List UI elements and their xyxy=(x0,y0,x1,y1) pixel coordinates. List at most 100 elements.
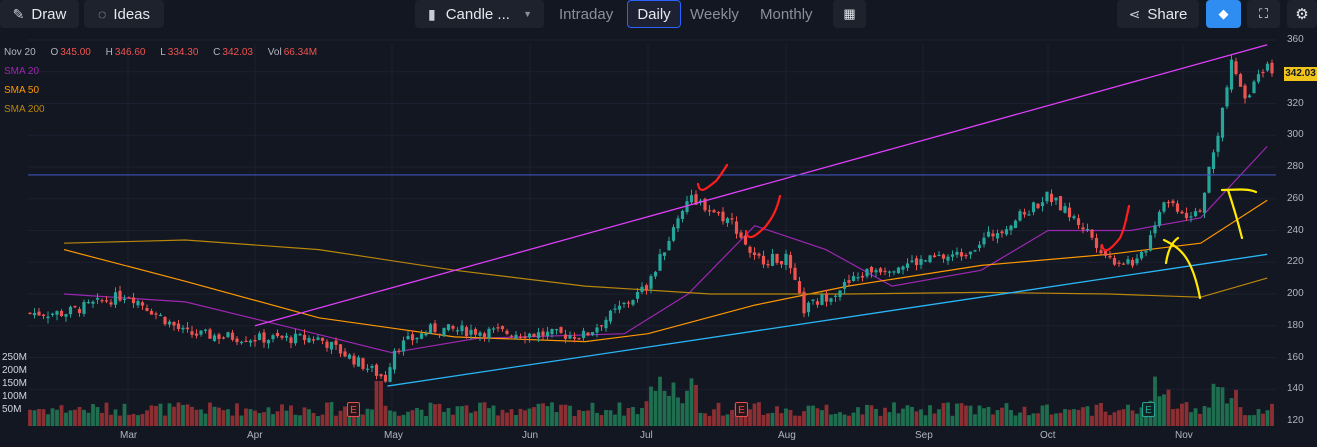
candle-body xyxy=(374,364,379,376)
tab-weekly[interactable]: Weekly xyxy=(690,5,739,23)
volume-bar xyxy=(1211,383,1216,426)
legend-date: Nov 20 xyxy=(4,47,36,58)
volume-bar xyxy=(802,411,806,426)
volume-bar xyxy=(1081,407,1085,426)
candle-body xyxy=(847,280,851,283)
volume-bar xyxy=(298,415,302,426)
volume-bar xyxy=(1238,407,1243,426)
candle-body xyxy=(590,332,595,335)
candle-body xyxy=(613,308,617,310)
price-tick-label: 280 xyxy=(1287,161,1304,172)
candle-body xyxy=(284,335,289,338)
volume-bar xyxy=(635,414,640,426)
volume-bar xyxy=(1157,396,1162,426)
candle-body xyxy=(1018,211,1022,221)
candle-body xyxy=(1054,197,1058,201)
volume-bar xyxy=(518,408,523,426)
candle-body xyxy=(217,334,221,339)
volume-bar xyxy=(419,409,424,426)
candle-body xyxy=(500,326,505,330)
candle-body xyxy=(1247,95,1252,98)
candle-body xyxy=(806,302,811,313)
volume-bar xyxy=(446,408,451,426)
candle-body xyxy=(523,336,527,339)
settings-button[interactable]: ⚙ xyxy=(1287,0,1317,28)
tab-daily[interactable]: Daily xyxy=(627,0,681,28)
volume-bar xyxy=(757,402,761,426)
earnings-badge[interactable]: E xyxy=(1142,402,1155,417)
volume-bar xyxy=(289,405,293,426)
earnings-badge[interactable]: E xyxy=(735,402,748,417)
volume-bar xyxy=(752,403,757,426)
price-tick-label: 260 xyxy=(1287,192,1304,204)
volume-bar xyxy=(1153,376,1157,426)
sma50-legend[interactable]: SMA 50 xyxy=(4,85,40,96)
candle-body xyxy=(932,255,937,258)
volume-bar xyxy=(901,408,905,426)
volume-bar xyxy=(550,402,554,426)
draw-button[interactable]: ✎ Draw xyxy=(0,0,79,28)
ideas-button[interactable]: ◌ Ideas xyxy=(84,0,164,28)
volume-bar xyxy=(100,412,104,426)
share-button[interactable]: ⋖ Share xyxy=(1117,0,1199,28)
volume-bar xyxy=(842,414,847,426)
volume-bar xyxy=(415,407,419,426)
volume-bar xyxy=(370,409,374,426)
candle-body xyxy=(811,299,815,301)
volume-bar xyxy=(703,413,707,426)
chart-type-dropdown[interactable]: ▮ Candle ... ▼ xyxy=(415,0,544,28)
candle-body xyxy=(1148,235,1153,251)
volume-bar xyxy=(514,415,518,426)
candle-body xyxy=(977,244,982,248)
candle-body xyxy=(64,314,68,317)
candle-body xyxy=(419,333,424,339)
candle-body xyxy=(1225,87,1229,107)
candle-body xyxy=(1009,225,1013,231)
candle-body xyxy=(550,328,554,335)
volume-bar xyxy=(1054,413,1058,426)
earnings-badge[interactable]: E xyxy=(347,402,360,417)
volume-bar xyxy=(568,405,572,426)
fullscreen-button[interactable]: ⛶ xyxy=(1247,0,1280,28)
volume-bar xyxy=(356,413,361,426)
candle-body xyxy=(757,253,761,256)
lower-trendline[interactable] xyxy=(387,253,1268,387)
volume-bar xyxy=(1229,398,1234,426)
candle-body xyxy=(190,331,194,335)
premium-button[interactable]: ◆ xyxy=(1206,0,1241,28)
volume-bar xyxy=(127,414,131,426)
volume-bar xyxy=(208,402,212,426)
volume-bar xyxy=(590,402,595,426)
candle-body xyxy=(1108,255,1112,258)
calendar-button[interactable]: ▦ xyxy=(833,0,866,28)
candle-body xyxy=(487,328,491,339)
upper-trendline[interactable] xyxy=(254,44,1268,327)
candle-body xyxy=(451,325,455,329)
candle-body xyxy=(1072,216,1076,219)
volume-bar xyxy=(212,406,217,426)
volume-bar xyxy=(671,382,676,426)
sma200-legend[interactable]: SMA 200 xyxy=(4,104,45,115)
volume-bar xyxy=(910,406,914,426)
candle-body xyxy=(1229,59,1234,90)
candle-body xyxy=(86,301,91,304)
candle-body xyxy=(32,312,37,316)
volume-bar xyxy=(1063,409,1067,426)
candle-body xyxy=(271,335,275,340)
tab-intraday[interactable]: Intraday xyxy=(559,5,614,23)
tab-monthly[interactable]: Monthly xyxy=(760,5,813,23)
candle-body xyxy=(505,330,509,334)
volume-bar xyxy=(1139,407,1144,426)
volume-bar xyxy=(685,390,689,426)
volume-bar xyxy=(932,413,937,426)
sma20-legend[interactable]: SMA 20 xyxy=(4,66,40,77)
candle-body xyxy=(1153,225,1157,234)
volume-bar xyxy=(118,415,122,426)
candle-body xyxy=(1180,211,1184,214)
volume-bar xyxy=(995,410,1000,426)
volume-bar xyxy=(163,415,167,426)
moving-averages xyxy=(63,145,1268,354)
volume-bar xyxy=(586,410,590,426)
volume-bar xyxy=(1130,410,1135,426)
volume-bar xyxy=(887,412,892,426)
